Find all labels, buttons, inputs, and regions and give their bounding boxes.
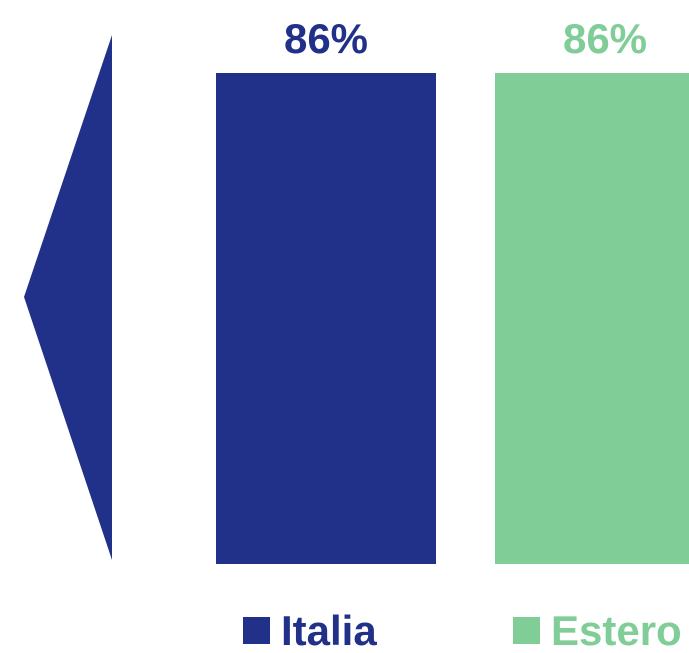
legend-swatch-estero	[513, 617, 540, 644]
legend-swatch-italia	[243, 617, 270, 644]
data-labels-layer: 86% 86%	[284, 15, 647, 62]
bars-layer	[216, 73, 689, 564]
legend: Italia Estero	[243, 607, 682, 653]
legend-label-estero: Estero	[551, 607, 682, 648]
data-label-estero: 86%	[563, 15, 647, 62]
bar-italia	[216, 73, 436, 564]
legend-label-italia: Italia	[281, 607, 377, 648]
bar-estero	[495, 73, 689, 564]
arrow-pointer-decoration	[24, 35, 112, 560]
data-label-italia: 86%	[284, 15, 368, 62]
